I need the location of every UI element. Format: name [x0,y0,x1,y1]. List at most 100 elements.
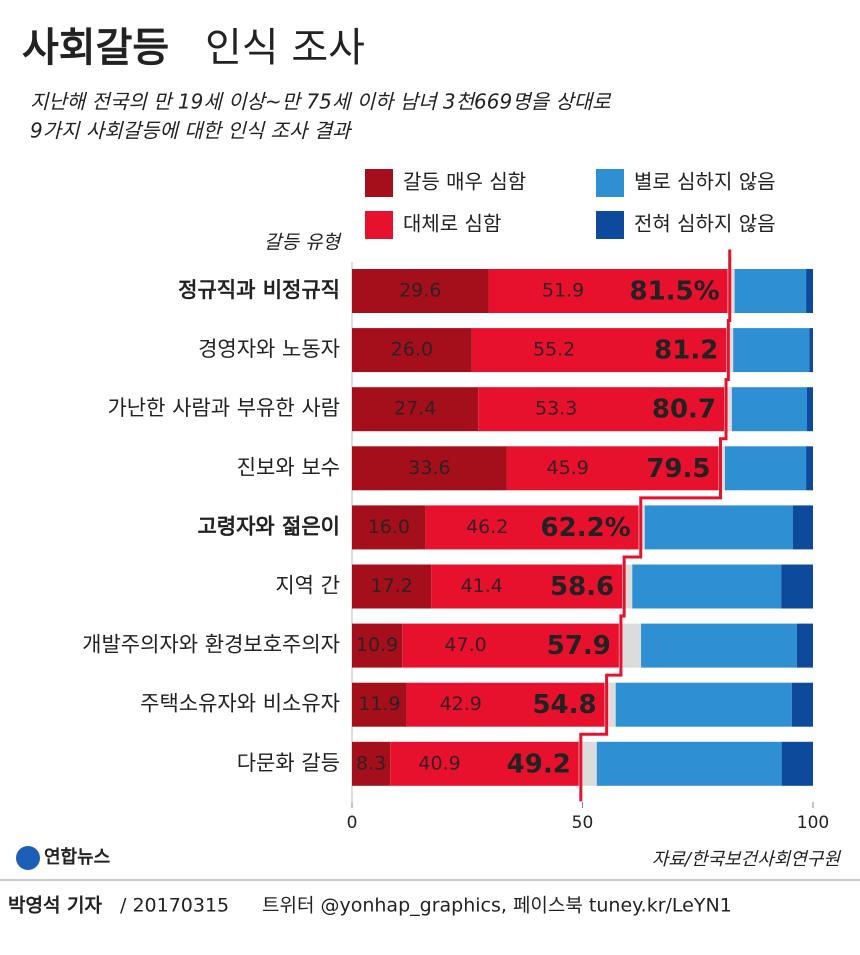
value-label: 47.0 [444,634,486,656]
total-label: 81.5% [630,277,720,307]
bar-segment [596,741,782,786]
bar-segment [488,269,728,313]
value-label: 11.9 [358,693,400,715]
y-tick-label: 정규직과 비정규직 [178,278,340,302]
bar-segment [506,446,719,491]
bar-segment [352,564,432,609]
value-label: 29.6 [399,280,441,302]
x-tick-label: 50 [572,813,594,833]
total-label: 81.2 [654,336,718,366]
bar-segment [578,741,597,786]
bar-segment [352,623,403,668]
legend-label: 전혀 심하지 않음 [634,212,776,236]
bar-segment [615,682,792,727]
legend-swatch [365,169,393,197]
bar-segment [618,623,642,668]
total-label: 49.2 [507,749,571,779]
bar-segment [478,387,725,432]
bar-segment [807,387,813,432]
author: 박영석 기자 [8,895,103,917]
value-label: 53.3 [535,398,577,420]
legend-swatch [365,211,393,239]
bar-segment [734,269,807,313]
x-tick-label: 0 [347,813,358,833]
bar-segment [792,505,813,550]
bar-segment [604,682,616,727]
bar-segment [781,741,813,786]
value-label: 27.4 [394,398,436,420]
value-label: 40.9 [418,752,460,774]
bar-segment [431,564,623,609]
total-step-line [579,249,732,802]
x-tick-label: 100 [797,813,829,833]
value-label: 17.2 [370,575,412,597]
bar-segment [632,564,782,609]
bar-segment [724,446,807,491]
chart-title: 인식 조사 [205,25,365,71]
bar-segment [352,505,426,550]
value-label: 16.0 [368,516,410,538]
value-label: 45.9 [547,457,589,479]
legend-swatch [596,169,624,197]
total-label: 58.6 [550,572,614,602]
legend-label: 대체로 심함 [403,212,501,236]
bar-segment [641,623,797,668]
value-label: 10.9 [356,634,398,656]
bar-segment [471,328,727,373]
bar-segment [352,328,472,373]
chart-title: 사회갈등 [22,25,169,71]
total-label: 62.2% [541,513,631,543]
bar-segment [644,505,793,550]
legend-swatch [596,211,624,239]
value-label: 8.3 [356,752,386,774]
bar-segment [809,328,813,373]
bar-segment [352,741,391,786]
bar-segment [390,741,579,786]
bar-segment [622,564,633,609]
source: 자료/한국보건사회연구원 [652,849,842,870]
bar-segment [806,446,813,491]
y-tick-label: 가난한 사람과 부유한 사람 [107,396,340,420]
value-label: 42.9 [440,693,482,715]
value-label: 51.9 [542,280,584,302]
logo: 연합뉴스 [44,846,110,868]
y-tick-label: 고령자와 젊은이 [197,514,340,538]
bar-segment [406,682,605,727]
total-label: 54.8 [532,690,596,720]
bar-segment [352,682,407,727]
bar-segment [724,387,732,432]
bar-segment [352,269,489,313]
bar-segment [402,623,619,668]
bar-segment [733,328,810,373]
total-label: 79.5 [646,454,710,484]
bar-segment [425,505,639,550]
y-tick-label: 다문화 갈등 [237,751,340,775]
y-tick-label: 진보와 보수 [237,455,340,479]
bar-segment [806,269,813,313]
y-tick-label: 주택소유자와 비소유자 [140,692,340,716]
value-label: 33.6 [408,457,450,479]
bar-segment [731,387,808,432]
value-label: 55.2 [533,339,575,361]
y-tick-label: 지역 간 [275,574,340,598]
legend-label: 갈등 매우 심함 [403,170,526,194]
legend-label: 별로 심하지 않음 [634,170,776,194]
value-label: 41.4 [461,575,503,597]
bar-segment [352,387,479,432]
bar-segment [352,446,507,491]
y-axis-title: 갈등 유형 [264,232,342,254]
value-label: 26.0 [391,339,433,361]
y-tick-label: 경영자와 노동자 [198,337,340,361]
y-tick-label: 개발주의자와 환경보호주의자 [82,633,340,657]
logo-icon [16,846,40,870]
bar-segment [791,682,813,727]
subtitle: 9가지 사회갈등에 대한 인식 조사 결과 [30,119,352,143]
date: / 20170315 [120,895,229,917]
total-label: 80.7 [652,395,716,425]
bar-segment [781,564,813,609]
value-label: 46.2 [466,516,508,538]
total-label: 57.9 [547,631,611,661]
subtitle: 지난해 전국의 만 19세 이상~만 75세 이하 남녀 3천669명을 상대로 [30,90,612,114]
bar-segment [796,623,813,668]
